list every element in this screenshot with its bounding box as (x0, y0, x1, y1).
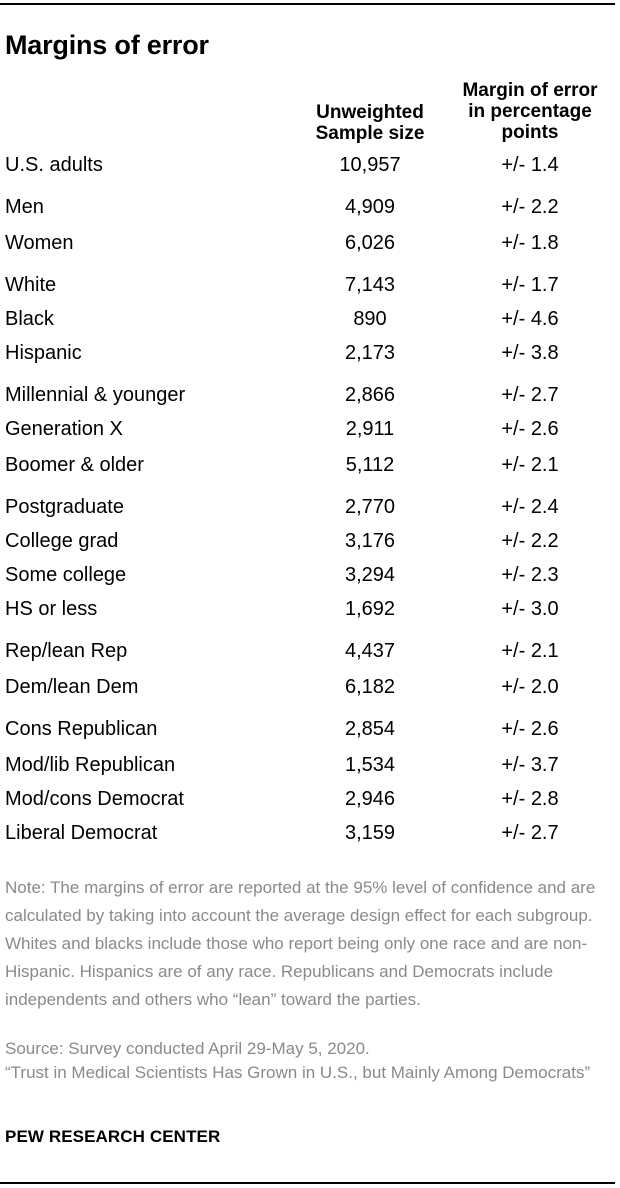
row-label: Postgraduate (5, 496, 124, 518)
report-title-text: “Trust in Medical Scientists Has Grown i… (5, 1063, 591, 1082)
row-sample-size: 3,294 (344, 564, 396, 586)
table-row: Women 6,026 +/- 1.8 (0, 229, 620, 257)
table-row: Some college 3,294 +/- 2.3 (0, 561, 620, 589)
row-label: Women (5, 232, 74, 254)
row-sample-size: 1,534 (344, 754, 396, 776)
row-sample-size: 1,692 (344, 598, 396, 620)
table-row: Boomer & older 5,112 +/- 2.1 (0, 451, 620, 479)
column-header-moe-line3: points (501, 122, 559, 143)
column-header-sample-line1: Unweighted (316, 102, 424, 123)
row-margin-of-error: +/- 2.1 (501, 454, 559, 476)
row-margin-of-error: +/- 3.7 (501, 754, 559, 776)
column-header-moe-line2: in percentage (468, 101, 592, 122)
row-label: Liberal Democrat (5, 822, 158, 844)
top-rule (0, 3, 615, 5)
row-label: Black (5, 308, 54, 330)
row-margin-of-error: +/- 4.6 (501, 308, 559, 330)
row-label: Dem/lean Dem (5, 676, 139, 698)
row-sample-size: 2,854 (344, 718, 396, 740)
row-margin-of-error: +/- 1.7 (501, 274, 559, 296)
row-margin-of-error: +/- 2.4 (501, 496, 559, 518)
table-row: Postgraduate 2,770 +/- 2.4 (0, 493, 620, 521)
page-title: Margins of error (5, 30, 209, 60)
table-row: Mod/cons Democrat 2,946 +/- 2.8 (0, 785, 620, 813)
row-label: College grad (5, 530, 119, 552)
row-label: Millennial & younger (5, 384, 186, 406)
table-row: Millennial & younger 2,866 +/- 2.7 (0, 381, 620, 409)
row-label: Mod/cons Democrat (5, 788, 184, 810)
row-sample-size: 2,866 (344, 384, 396, 406)
organization-name: PEW RESEARCH CENTER (5, 1127, 221, 1146)
column-header-sample-size: Unweighted Sample size (303, 102, 437, 144)
row-margin-of-error: +/- 2.7 (501, 822, 559, 844)
row-sample-size: 4,909 (344, 196, 396, 218)
table-row: Hispanic 2,173 +/- 3.8 (0, 339, 620, 367)
row-sample-size: 7,143 (344, 274, 396, 296)
table-row: Rep/lean Rep 4,437 +/- 2.1 (0, 637, 620, 665)
row-margin-of-error: +/- 1.8 (501, 232, 559, 254)
row-label: White (5, 274, 57, 296)
row-sample-size: 6,026 (344, 232, 396, 254)
table-row: White 7,143 +/- 1.7 (0, 271, 620, 299)
row-label: Men (5, 196, 44, 218)
source-text: Source: Survey conducted April 29-May 5,… (5, 1039, 370, 1058)
row-margin-of-error: +/- 2.3 (501, 564, 559, 586)
row-margin-of-error: +/- 2.6 (501, 718, 559, 740)
row-margin-of-error: +/- 2.2 (501, 530, 559, 552)
table-row: Black 890 +/- 4.6 (0, 305, 620, 333)
table-row: Dem/lean Dem 6,182 +/- 2.0 (0, 673, 620, 701)
row-label: Hispanic (5, 342, 82, 364)
table-row: Men 4,909 +/- 2.2 (0, 193, 620, 221)
table-row: Mod/lib Republican 1,534 +/- 3.7 (0, 751, 620, 779)
bottom-rule (0, 1182, 615, 1184)
row-margin-of-error: +/- 2.7 (501, 384, 559, 406)
row-label: Some college (5, 564, 127, 586)
row-sample-size: 2,173 (344, 342, 396, 364)
row-label: U.S. adults (5, 154, 103, 176)
column-header-moe-line1: Margin of error (462, 80, 598, 101)
row-sample-size: 4,437 (344, 640, 396, 662)
row-sample-size: 2,770 (344, 496, 396, 518)
table-row: Liberal Democrat 3,159 +/- 2.7 (0, 819, 620, 847)
row-label: Mod/lib Republican (5, 754, 176, 776)
table-row: Cons Republican 2,854 +/- 2.6 (0, 715, 620, 743)
column-header-sample-line2: Sample size (315, 123, 425, 144)
row-sample-size: 3,159 (344, 822, 396, 844)
row-label: Generation X (5, 418, 123, 440)
row-sample-size: 10,957 (339, 154, 401, 176)
row-label: Rep/lean Rep (5, 640, 128, 662)
table-row: Generation X 2,911 +/- 2.6 (0, 415, 620, 443)
row-label: Cons Republican (5, 718, 158, 740)
row-sample-size: 6,182 (344, 676, 396, 698)
row-sample-size: 2,911 (345, 418, 395, 440)
row-margin-of-error: +/- 2.0 (501, 676, 559, 698)
row-margin-of-error: +/- 3.0 (501, 598, 559, 620)
row-sample-size: 3,176 (344, 530, 396, 552)
row-sample-size: 2,946 (344, 788, 396, 810)
row-sample-size: 5,112 (345, 454, 395, 476)
row-label: Boomer & older (5, 454, 144, 476)
column-header-margin-of-error: Margin of error in percentage points (445, 80, 615, 143)
row-sample-size: 890 (353, 308, 387, 330)
row-margin-of-error: +/- 2.1 (501, 640, 559, 662)
table-row: HS or less 1,692 +/- 3.0 (0, 595, 620, 623)
row-margin-of-error: +/- 2.6 (501, 418, 559, 440)
table-row: U.S. adults 10,957 +/- 1.4 (0, 151, 620, 179)
note-text: Note: The margins of error are reported … (5, 878, 596, 1009)
table-row: College grad 3,176 +/- 2.2 (0, 527, 620, 555)
row-margin-of-error: +/- 3.8 (501, 342, 559, 364)
row-label: HS or less (5, 598, 98, 620)
row-margin-of-error: +/- 2.8 (501, 788, 559, 810)
row-margin-of-error: +/- 1.4 (501, 154, 559, 176)
row-margin-of-error: +/- 2.2 (501, 196, 559, 218)
